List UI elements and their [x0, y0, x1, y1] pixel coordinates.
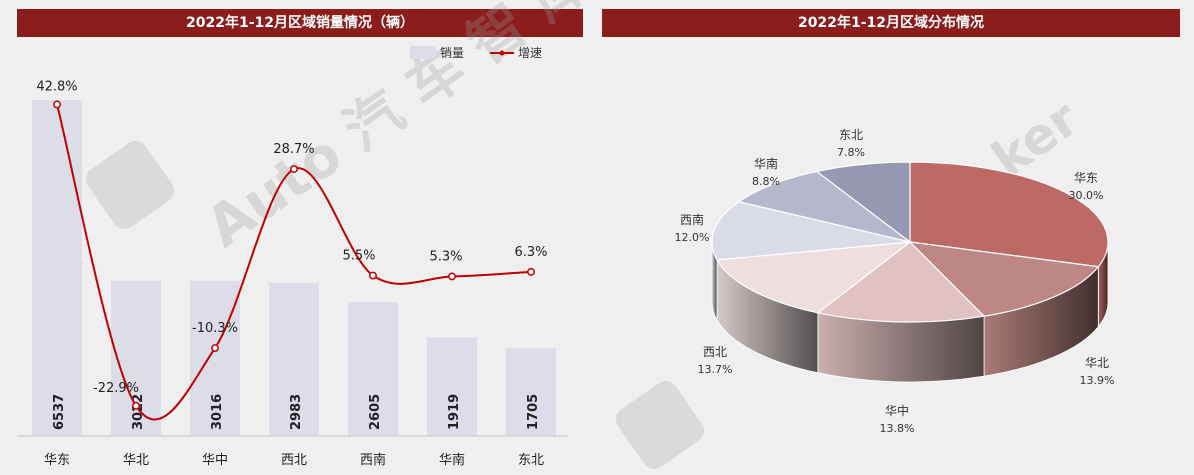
- growth-value-label: 5.5%: [342, 249, 375, 264]
- sales-bar-line-chart: 销量 增速6537华东3022华北3016华中2983西北2605西南1919华南…: [17, 46, 568, 468]
- pie-slice-华南: [737, 170, 911, 243]
- pie-value-label: 7.8%: [837, 146, 865, 159]
- growth-point: [211, 344, 219, 352]
- x-tick-label: 华东: [44, 453, 70, 468]
- growth-point: [53, 100, 61, 109]
- bar-value-label: 2983: [289, 394, 304, 430]
- pie-slice-华北: [908, 241, 1100, 317]
- bar-西北: [269, 282, 319, 436]
- growth-value-label: 6.3%: [514, 245, 547, 260]
- x-tick-label: 东北: [518, 453, 544, 468]
- pie-slice-西南: [711, 201, 911, 261]
- bar-东北: [506, 348, 556, 436]
- distribution-chart-title: 2022年1-12月区域分布情况: [602, 9, 1180, 37]
- pie-category-label: 华中: [885, 403, 909, 418]
- x-tick-label: 西北: [281, 453, 307, 468]
- growth-value-label: 28.7%: [273, 142, 314, 157]
- growth-value-label: 42.8%: [36, 79, 77, 94]
- pie-category-label: 华北: [1085, 356, 1109, 370]
- pie-slice-华中: [816, 241, 986, 323]
- sales-panel: 2022年1-12月区域销量情况（辆） Auto 汽 车 智 库 销量 增速 653…: [0, 0, 601, 475]
- pie-value-label: 12.0%: [675, 231, 710, 244]
- bar-value-label: 2605: [368, 394, 383, 430]
- distribution-pie-chart: 华东 30.0% 华北 13.9% 华中 13.8% 西北 13.7% 西南 12.0% 华南 8.8…: [675, 128, 1115, 435]
- bar-华北: [111, 280, 161, 436]
- pie-slice-西北: [716, 241, 913, 314]
- pie-value-label: 30.0%: [1069, 189, 1104, 202]
- bar-华南: [427, 337, 477, 436]
- pie-category-label: 华南: [754, 156, 778, 171]
- growth-value-label: 5.3%: [429, 249, 462, 264]
- bar-华中: [190, 280, 240, 436]
- pie-side-华中: [817, 312, 985, 383]
- growth-value-label: -10.3%: [192, 321, 238, 336]
- pie-category-label: 西南: [680, 212, 704, 227]
- bar-西南: [348, 302, 398, 436]
- pie-category-label: 华东: [1074, 171, 1098, 185]
- growth-line: [56, 104, 532, 421]
- legend-growth-marker: [499, 50, 505, 56]
- pie-value-label: 8.8%: [752, 175, 780, 188]
- bar-华东: [32, 100, 82, 436]
- pie-value-label: 13.8%: [880, 422, 915, 435]
- pie-category-label: 西北: [703, 345, 727, 359]
- distribution-panel: 2022年1-12月区域分布情况 ker 华东 30.0% 华北 13.9% 华中 13.…: [600, 0, 1194, 475]
- x-tick-label: 华中: [202, 453, 228, 468]
- growth-value-label: -22.9%: [93, 381, 139, 396]
- legend-sales-label: 销量: [440, 46, 464, 60]
- growth-point: [527, 267, 535, 276]
- pie-slice-华东: [909, 161, 1109, 268]
- legend-growth-label: 增速: [518, 46, 542, 60]
- bar-value-label: 3016: [210, 394, 225, 430]
- x-tick-label: 华南: [439, 452, 465, 468]
- pie-slice-东北: [815, 161, 911, 244]
- sales-chart-title: 2022年1-12月区域销量情况（辆）: [17, 9, 583, 37]
- bar-value-label: 6537: [52, 394, 67, 430]
- x-tick-label: 西南: [360, 452, 386, 468]
- pie-category-label: 东北: [839, 128, 863, 142]
- bar-value-label: 1919: [447, 394, 462, 430]
- growth-point: [290, 165, 298, 174]
- legend-sales-swatch: [410, 46, 436, 59]
- growth-point: [132, 401, 140, 410]
- pie-value-label: 13.9%: [1080, 374, 1115, 387]
- growth-point: [369, 271, 377, 280]
- bar-value-label: 1705: [526, 394, 541, 430]
- x-tick-label: 华北: [123, 453, 149, 468]
- pie-value-label: 13.7%: [698, 363, 733, 376]
- growth-point: [448, 272, 456, 281]
